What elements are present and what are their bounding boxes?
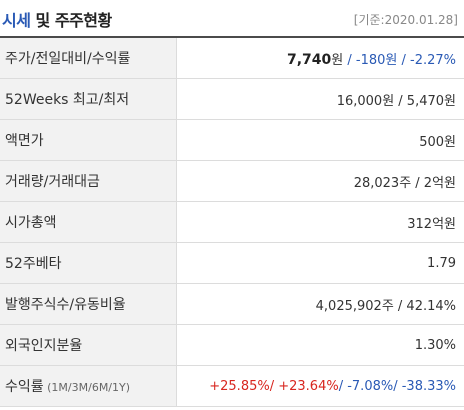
- table-row: 거래량/거래대금 28,023주 / 2억원: [0, 160, 464, 202]
- row-label: 주가/전일대비/수익률: [0, 37, 177, 79]
- section-title: 시세 및 주주현황: [2, 7, 112, 31]
- row-value: 28,023주 / 2억원: [176, 160, 464, 202]
- row-label: 발행주식수/유동비율: [0, 283, 177, 325]
- title-rest: 및 주주현황: [30, 11, 113, 30]
- row-label: 외국인지분율: [0, 324, 177, 366]
- row-value: 500원: [176, 119, 464, 161]
- price-unit: 원: [331, 52, 344, 68]
- row-value: 1.79: [176, 242, 464, 284]
- title-accent: 시세: [2, 11, 31, 30]
- row-value: 16,000원 / 5,470원: [176, 78, 464, 120]
- row-label: 거래량/거래대금: [0, 160, 177, 202]
- current-price: 7,740: [286, 51, 332, 68]
- table-row: 액면가 500원: [0, 119, 464, 161]
- price-table: 주가/전일대비/수익률 7,740원 / -180원 / -2.27% 52We…: [0, 36, 464, 407]
- row-value: 4,025,902주 / 42.14%: [176, 283, 464, 325]
- return-periods: (1M/3M/6M/1Y): [43, 381, 131, 394]
- return-1y: -38.33%: [401, 378, 456, 394]
- price-change: -180원: [355, 52, 398, 68]
- table-row: 주가/전일대비/수익률 7,740원 / -180원 / -2.27%: [0, 37, 464, 79]
- return-1m: +25.85%: [209, 378, 270, 394]
- row-label: 액면가: [0, 119, 177, 161]
- table-row: 시가총액 312억원: [0, 201, 464, 243]
- separator: /: [269, 378, 279, 394]
- price-change-pct: -2.27%: [410, 52, 456, 68]
- table-row: 52Weeks 최고/최저 16,000원 / 5,470원: [0, 78, 464, 120]
- separator: /: [397, 52, 410, 68]
- separator: /: [393, 378, 402, 394]
- return-6m: -7.08%: [347, 378, 394, 394]
- table-row: 수익률 (1M/3M/6M/1Y) +25.85%/ +23.64%/ -7.0…: [0, 365, 464, 407]
- table-row: 발행주식수/유동비율 4,025,902주 / 42.14%: [0, 283, 464, 325]
- separator: /: [338, 378, 348, 394]
- table-row: 외국인지분율 1.30%: [0, 324, 464, 366]
- row-value: 312억원: [176, 201, 464, 243]
- return-label: 수익률: [5, 379, 44, 395]
- row-label: 52Weeks 최고/최저: [0, 78, 177, 120]
- reference-date: [기준:2020.01.28]: [353, 13, 458, 27]
- row-label: 52주베타: [0, 242, 177, 284]
- row-value: 7,740원 / -180원 / -2.27%: [176, 37, 464, 79]
- row-label: 시가총액: [0, 201, 177, 243]
- section-header: 시세 및 주주현황 [기준:2020.01.28]: [0, 0, 464, 36]
- row-value: +25.85%/ +23.64%/ -7.08%/ -38.33%: [176, 365, 464, 407]
- row-value: 1.30%: [176, 324, 464, 366]
- row-label: 수익률 (1M/3M/6M/1Y): [0, 365, 177, 407]
- return-3m: +23.64%: [278, 378, 339, 394]
- table-row: 52주베타 1.79: [0, 242, 464, 284]
- separator: /: [343, 52, 356, 68]
